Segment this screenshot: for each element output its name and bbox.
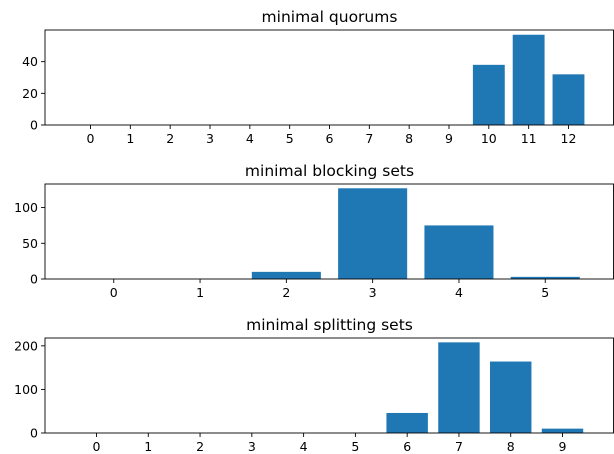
x-tick-label: 7 xyxy=(365,131,373,146)
bar-8 xyxy=(490,361,532,433)
bar-9 xyxy=(541,428,584,433)
x-tick-label: 7 xyxy=(455,439,463,454)
y-tick-label: 100 xyxy=(14,200,38,215)
x-tick-label: 6 xyxy=(403,439,411,454)
x-tick-label: 9 xyxy=(445,131,453,146)
bar-12 xyxy=(552,74,585,125)
y-tick-label: 50 xyxy=(22,236,38,251)
y-tick-label: 0 xyxy=(30,426,38,441)
x-tick-label: 5 xyxy=(286,131,294,146)
x-tick-label: 2 xyxy=(166,131,174,146)
chart-title: minimal blocking sets xyxy=(245,162,414,180)
x-tick-label: 4 xyxy=(455,285,463,300)
x-tick-label: 11 xyxy=(521,131,537,146)
bar-10 xyxy=(472,64,505,125)
x-tick-label: 5 xyxy=(351,439,359,454)
x-tick-label: 3 xyxy=(369,285,377,300)
bar-7 xyxy=(438,342,480,433)
y-tick-label: 200 xyxy=(14,338,38,353)
chart-minimal-splitting-sets: minimal splitting sets 0 1 2 3 4 5 6 7 8 9 0 100 200 xyxy=(14,316,614,454)
x-tick-label: 1 xyxy=(126,131,134,146)
x-tick-label: 1 xyxy=(196,285,204,300)
x-tick-label: 4 xyxy=(300,439,308,454)
x-tick-label: 3 xyxy=(206,131,214,146)
y-tick-label: 100 xyxy=(14,382,38,397)
bar-2 xyxy=(251,271,321,279)
x-tick-label: 1 xyxy=(144,439,152,454)
chart-title: minimal splitting sets xyxy=(246,316,413,334)
x-tick-label: 10 xyxy=(481,131,497,146)
x-tick-label: 3 xyxy=(248,439,256,454)
bar-3 xyxy=(338,188,408,279)
chart-title: minimal quorums xyxy=(262,8,398,26)
x-tick-label: 0 xyxy=(93,439,101,454)
x-tick-label: 4 xyxy=(246,131,254,146)
x-tick-label: 0 xyxy=(87,131,95,146)
x-tick-label: 6 xyxy=(326,131,334,146)
bar-5 xyxy=(510,276,580,279)
axes-frame xyxy=(44,183,614,280)
x-tick-label: 0 xyxy=(110,285,118,300)
x-tick-label: 12 xyxy=(561,131,577,146)
y-tick-label: 20 xyxy=(22,86,38,101)
x-tick-label: 8 xyxy=(507,439,515,454)
bar-4 xyxy=(424,225,494,279)
y-tick-label: 0 xyxy=(30,118,38,133)
x-tick-label: 8 xyxy=(405,131,413,146)
y-tick-label: 40 xyxy=(22,54,38,69)
x-tick-label: 5 xyxy=(541,285,549,300)
bar-6 xyxy=(386,412,428,433)
x-tick-label: 2 xyxy=(196,439,204,454)
x-tick-label: 2 xyxy=(282,285,290,300)
y-tick-label: 0 xyxy=(30,272,38,287)
bar-11 xyxy=(512,34,545,125)
x-tick-label: 9 xyxy=(559,439,567,454)
